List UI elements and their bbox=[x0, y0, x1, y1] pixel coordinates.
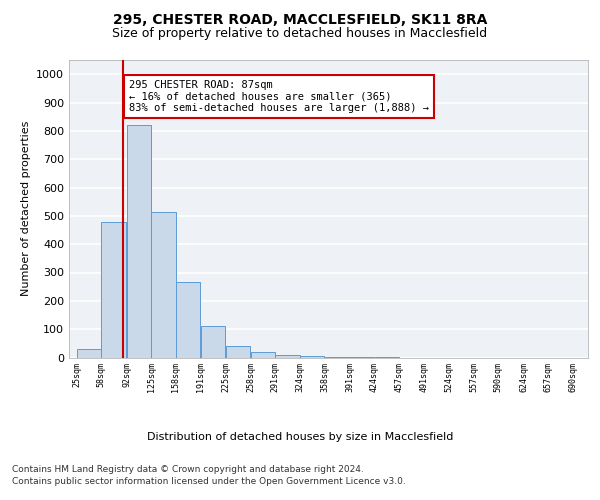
Bar bbox=[101, 222, 125, 358]
Text: 295, CHESTER ROAD, MACCLESFIELD, SK11 8RA: 295, CHESTER ROAD, MACCLESFIELD, SK11 8R… bbox=[113, 12, 487, 26]
Bar bbox=[275, 354, 299, 358]
Bar bbox=[350, 357, 374, 358]
Bar bbox=[226, 346, 250, 358]
Text: Distribution of detached houses by size in Macclesfield: Distribution of detached houses by size … bbox=[147, 432, 453, 442]
Text: 295 CHESTER ROAD: 87sqm
← 16% of detached houses are smaller (365)
83% of semi-d: 295 CHESTER ROAD: 87sqm ← 16% of detache… bbox=[129, 80, 429, 113]
Bar bbox=[325, 356, 350, 358]
Bar bbox=[300, 356, 324, 358]
Bar bbox=[176, 282, 200, 358]
Bar bbox=[77, 349, 101, 358]
Bar bbox=[251, 352, 275, 358]
Text: Size of property relative to detached houses in Macclesfield: Size of property relative to detached ho… bbox=[112, 28, 488, 40]
Text: Contains HM Land Registry data © Crown copyright and database right 2024.: Contains HM Land Registry data © Crown c… bbox=[12, 465, 364, 474]
Bar bbox=[200, 326, 225, 358]
Bar bbox=[151, 212, 176, 358]
Text: Contains public sector information licensed under the Open Government Licence v3: Contains public sector information licen… bbox=[12, 478, 406, 486]
Bar bbox=[127, 125, 151, 358]
Y-axis label: Number of detached properties: Number of detached properties bbox=[20, 121, 31, 296]
